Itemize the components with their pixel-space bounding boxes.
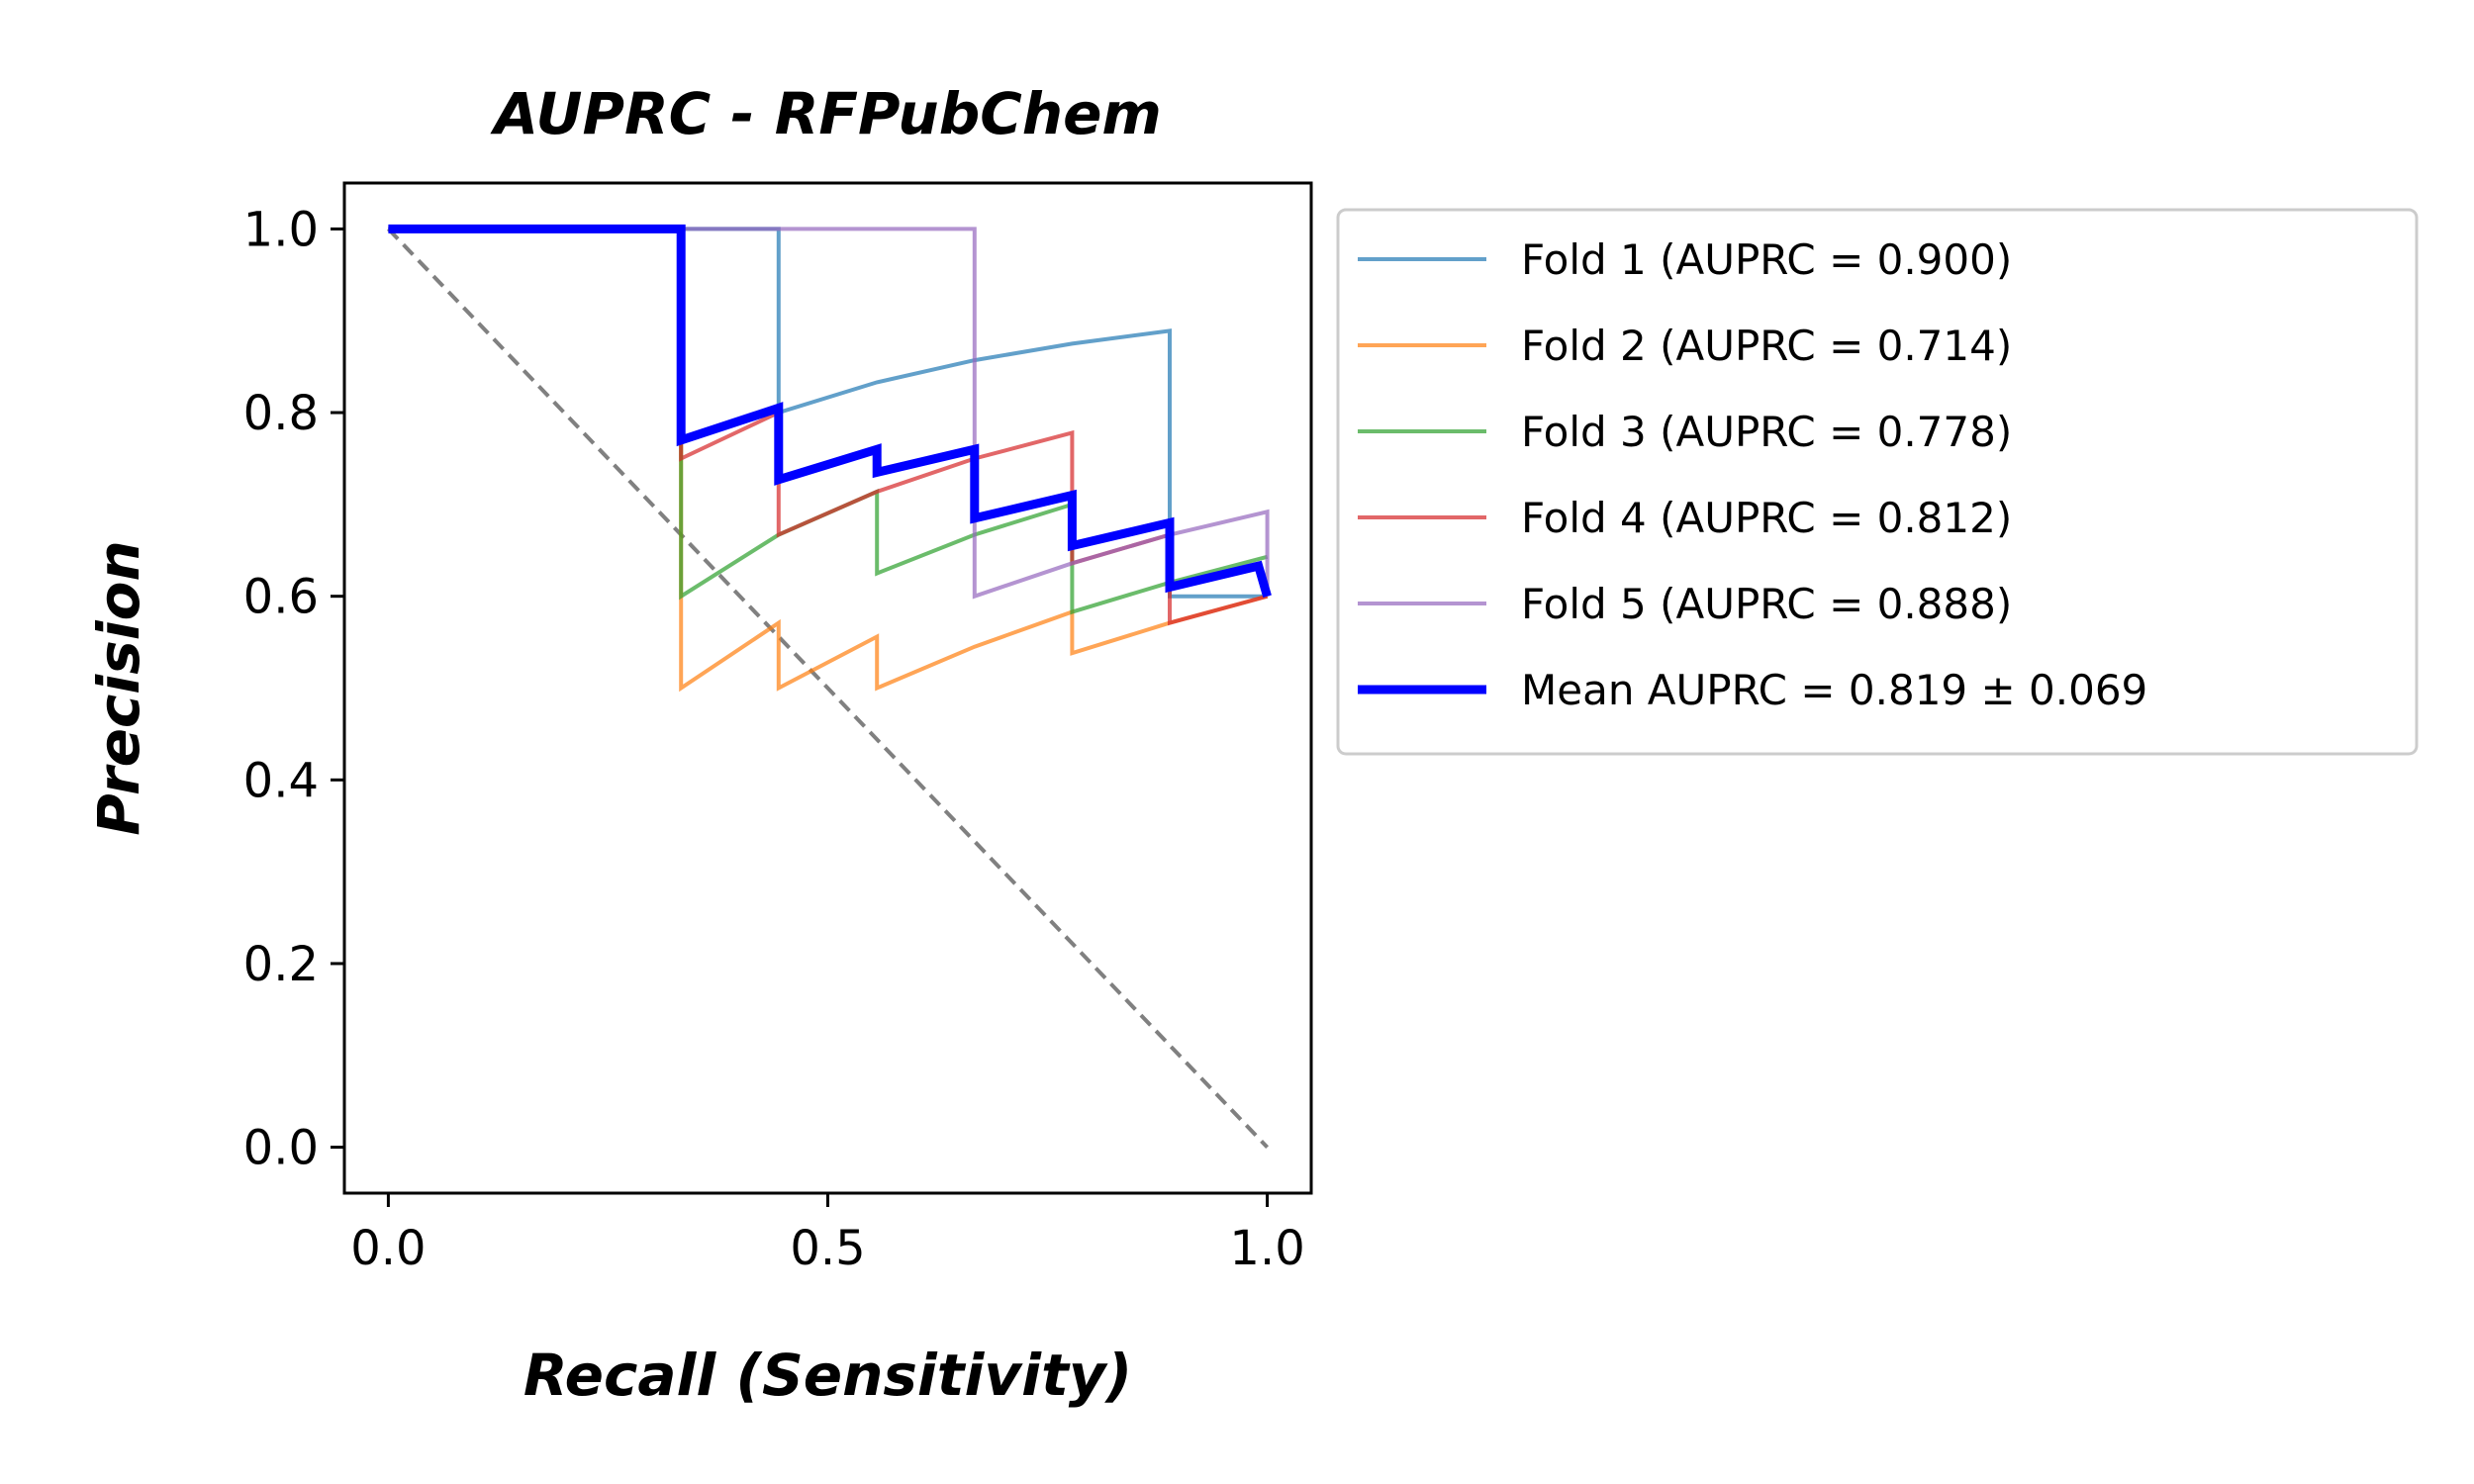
x-axis: 0.0 0.5 1.0: [350, 1193, 1305, 1276]
series-line-fold-1: [388, 227, 1268, 599]
y-tick-label: 0.4: [243, 753, 319, 808]
y-tick-label: 0.6: [243, 570, 319, 625]
x-tick-label: 1.0: [1229, 1221, 1304, 1276]
y-axis: 0.0 0.2 0.4 0.6 0.8 1.0: [243, 202, 344, 1176]
legend-entry-label: Fold 5 (AUPRC = 0.888): [1521, 580, 2012, 628]
series-line-fold-2: [388, 227, 1269, 693]
series-line-fold-4: [388, 227, 1269, 626]
y-tick-label: 1.0: [243, 202, 319, 257]
y-tick-label: 0.2: [243, 937, 319, 992]
series-line-mean: [388, 224, 1272, 598]
x-axis-label: Recall (Sensitivity): [523, 1342, 1132, 1409]
x-tick-label: 0.5: [790, 1221, 865, 1276]
legend-entry-label: Mean AUPRC = 0.819 ± 0.069: [1521, 666, 2147, 714]
legend-frame: [1336, 208, 2419, 756]
series-line-fold-3: [388, 227, 1269, 615]
legend-entry-label: Fold 3 (AUPRC = 0.778): [1521, 408, 2012, 456]
x-tick-label: 0.0: [350, 1221, 426, 1276]
y-axis-label: Precision: [85, 540, 152, 835]
legend: Fold 1 (AUPRC = 0.900) Fold 2 (AUPRC = 0.…: [1336, 208, 2419, 756]
legend-entry-label: Fold 1 (AUPRC = 0.900): [1521, 235, 2012, 284]
series-line-fold-5: [388, 227, 1270, 600]
plot-area: [386, 224, 1272, 1149]
y-tick-label: 0.0: [243, 1121, 319, 1176]
legend-entry-label: Fold 2 (AUPRC = 0.714): [1521, 322, 2012, 370]
y-tick-label: 0.8: [243, 386, 319, 441]
legend-entry-label: Fold 4 (AUPRC = 0.812): [1521, 494, 2012, 542]
reference-diagonal-line: [386, 228, 1270, 1149]
chart-title: AUPRC - RFPubChem: [490, 80, 1162, 147]
